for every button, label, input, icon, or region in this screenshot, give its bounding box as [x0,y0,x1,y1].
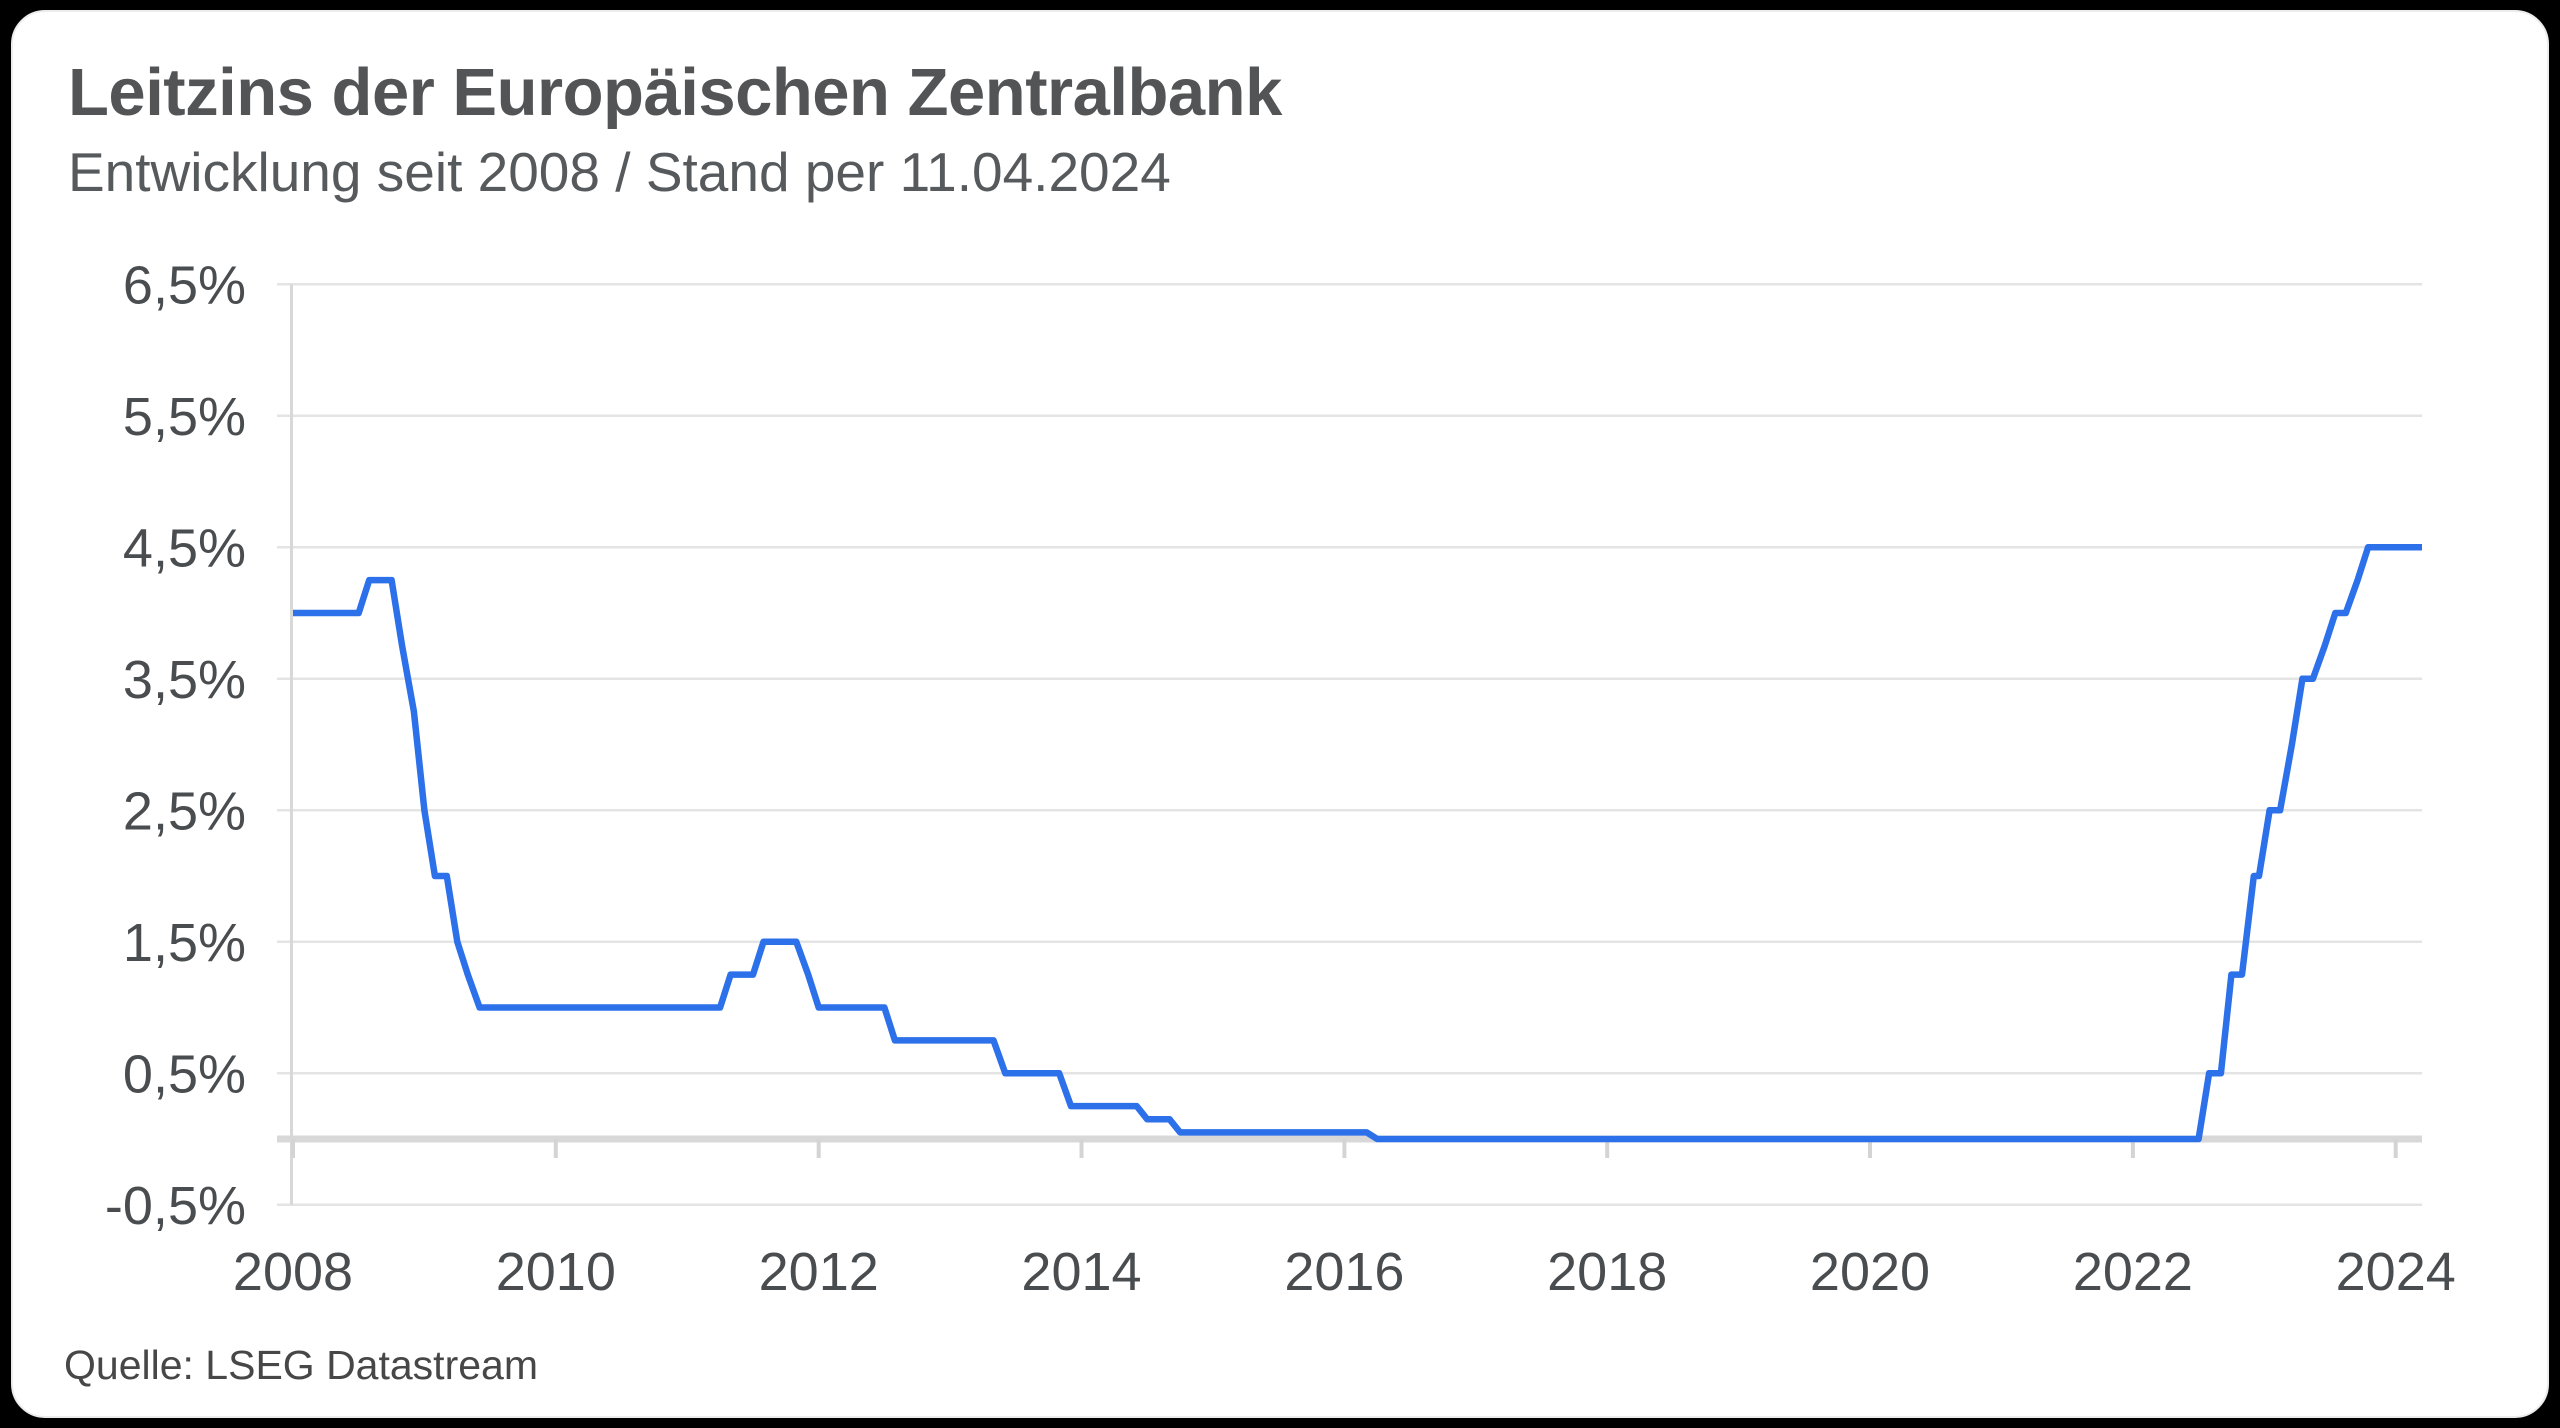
y-axis-tick-label: 4,5% [123,518,246,578]
data-series [293,544,2422,1143]
x-axis-labels: 2008 2010 2012 2014 2016 2018 2020 2022 2024 [233,1242,2456,1302]
x-axis-tick-label: 2008 [233,1242,353,1302]
y-axis-tick-label: 0,5% [123,1044,246,1104]
gridlines [277,283,2422,1207]
y-axis-tick-label: 3,5% [123,650,246,710]
source-caption: Quelle: LSEG Datastream [64,1342,538,1388]
x-axis-tick-label: 2022 [2073,1242,2193,1302]
axis-lines [277,284,2422,1205]
y-axis-tick-label: 2,5% [123,781,246,841]
y-axis-tick-label: -0,5% [105,1176,246,1236]
chart-card [11,10,2549,1418]
y-axis-tick-label: 5,5% [123,387,246,447]
ecb-rate-line [293,544,2422,1143]
x-axis-tick-label: 2016 [1284,1242,1404,1302]
x-axis-tick-label: 2012 [759,1242,879,1302]
x-axis-tick-label: 2014 [1021,1242,1141,1302]
chart-subtitle: Entwicklung seit 2008 / Stand per 11.04.… [68,141,1171,203]
x-axis-tick-label: 2010 [496,1242,616,1302]
y-axis-tick-label: 6,5% [123,255,246,315]
x-axis-tick-label: 2024 [2336,1242,2456,1302]
x-axis-tick-label: 2018 [1547,1242,1667,1302]
y-axis-tick-label: 1,5% [123,913,246,973]
chart-title: Leitzins der Europäischen Zentralbank [68,55,1282,130]
x-axis-tick-label: 2020 [1810,1242,1930,1302]
y-axis-labels: 6,5% 5,5% 4,5% 3,5% 2,5% 1,5% 0,5% -0,5% [105,255,246,1236]
